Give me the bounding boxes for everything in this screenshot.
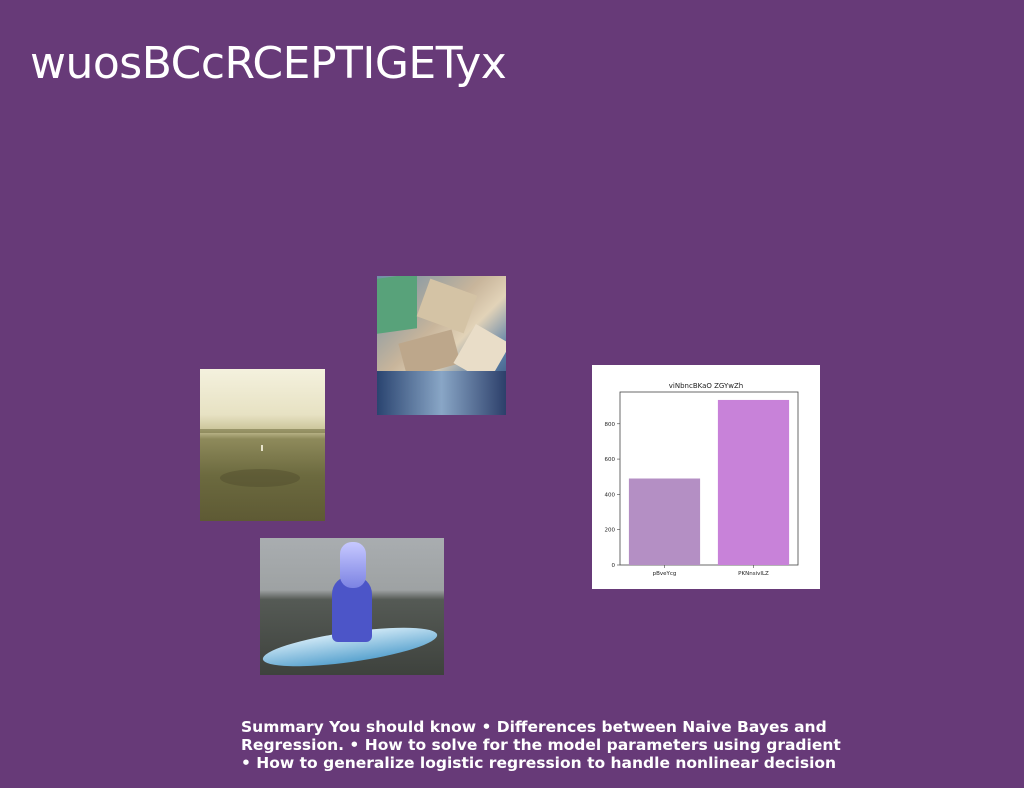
summary-text: Summary You should know • Differences be… [241, 718, 881, 772]
summary-line: Summary You should know • Differences be… [241, 718, 827, 736]
bar-chart: viNbncBKaO ZGYwZh 0 200 400 600 800 pBveYcg P… [592, 365, 820, 589]
wave [220, 469, 300, 487]
bars-group [628, 399, 790, 565]
building [416, 278, 478, 334]
y-tick-label: 200 [605, 528, 616, 534]
building [377, 276, 417, 334]
x-axis: pBveYcg PKNnsivILZ [653, 565, 769, 577]
bar-pBveYcg [628, 478, 701, 565]
y-tick-label: 0 [612, 563, 616, 569]
horizon [200, 429, 325, 433]
y-tick-label: 600 [605, 457, 616, 463]
y-tick-label: 800 [605, 422, 616, 428]
aerial-city-photo [377, 276, 506, 415]
street [377, 371, 506, 415]
chart-svg: viNbncBKaO ZGYwZh 0 200 400 600 800 pBveYcg P… [605, 382, 799, 577]
y-axis: 0 200 400 600 800 [605, 422, 620, 569]
bar-PKNnsivILZ [717, 399, 790, 565]
plot-frame [619, 391, 799, 566]
x-tick-label: pBveYcg [653, 571, 677, 577]
sea-photo [200, 369, 325, 521]
y-tick-label: 400 [605, 492, 616, 498]
paddleboard-photo [260, 538, 444, 675]
summary-line: Regression. • How to solve for the model… [241, 736, 841, 754]
person-head [340, 542, 366, 588]
buoy [261, 445, 263, 451]
summary-line: • How to generalize logistic regression … [241, 754, 837, 772]
x-tick-label: PKNnsivILZ [738, 571, 769, 577]
chart-title: viNbncBKaO ZGYwZh [669, 382, 743, 390]
slide-title: wuosBCcRCEPTIGETyx [30, 38, 507, 89]
